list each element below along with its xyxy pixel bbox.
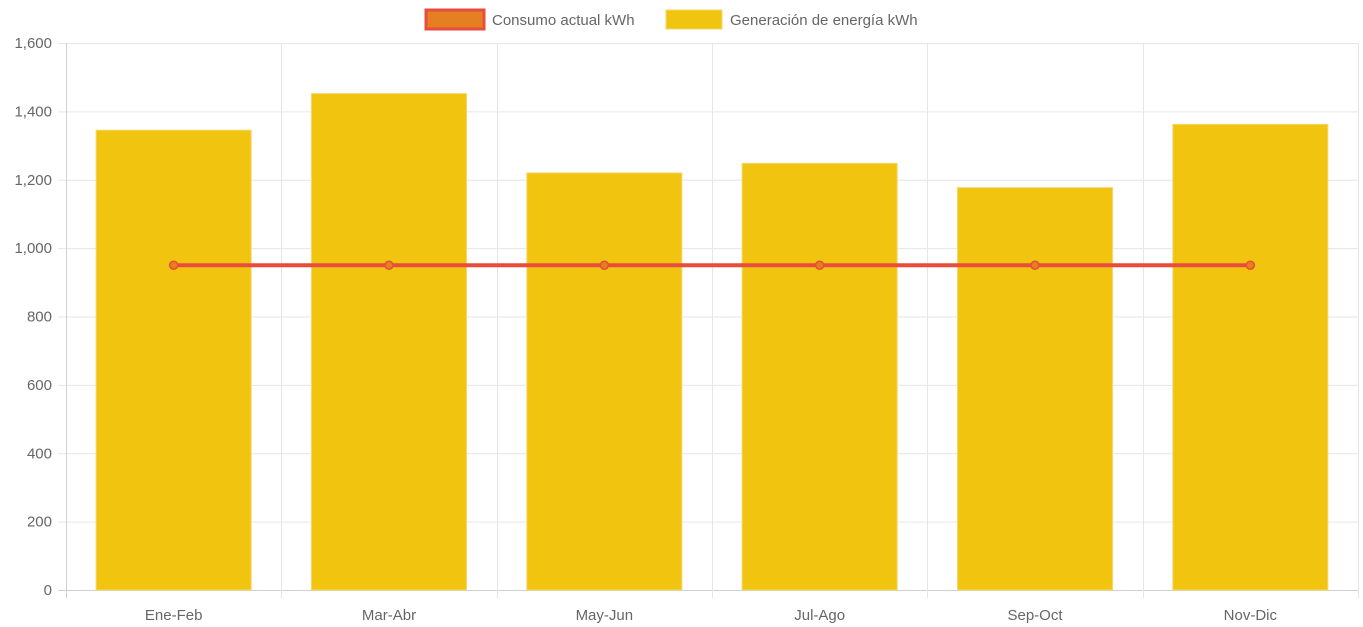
x-tick-label: Mar-Abr [362, 607, 416, 624]
y-tick-label: 1,200 [14, 172, 52, 189]
y-tick-label: 1,000 [14, 240, 52, 257]
point-consumo [1030, 260, 1040, 270]
y-tick-label: 400 [27, 445, 52, 462]
x-tick-label: May-Jun [576, 607, 634, 624]
legend-label: Generación de energía kWh [730, 12, 918, 29]
x-axis: Ene-Feb Mar-Abr May-Jun Jul-Ago Sep-Oct Nov-D… [145, 607, 1278, 624]
point-consumo [1245, 260, 1256, 270]
bar-generacion [95, 129, 252, 591]
x-tick-label: Jul-Ago [794, 607, 845, 624]
legend-swatch [665, 9, 723, 30]
line-series [168, 260, 1256, 270]
point-consumo [814, 260, 825, 270]
legend: Consumo actual kWh Generación de energía … [424, 8, 918, 31]
y-tick-label: 1,400 [14, 103, 52, 120]
y-tick-label: 600 [27, 377, 52, 394]
point-consumo [599, 260, 610, 270]
x-tick-label: Sep-Oct [1007, 607, 1063, 624]
bars [95, 93, 1329, 591]
grid [58, 43, 1359, 598]
bar-generacion [741, 162, 898, 591]
x-tick-label: Ene-Feb [145, 607, 203, 624]
legend-label: Consumo actual kWh [492, 12, 635, 29]
bar-generacion [310, 93, 468, 591]
y-tick-label: 0 [44, 582, 52, 599]
point-consumo [384, 260, 394, 270]
legend-swatch [424, 8, 486, 31]
y-axis: 0 200 400 600 800 1,000 1,200 1,400 1,600 [14, 35, 52, 599]
point-consumo [168, 260, 179, 270]
y-tick-label: 800 [27, 309, 52, 326]
y-tick-label: 1,600 [14, 35, 52, 52]
bar-generacion [1172, 123, 1329, 591]
bar-generacion [526, 172, 683, 591]
bar-generacion [956, 187, 1114, 591]
x-tick-label: Nov-Dic [1224, 607, 1278, 624]
y-tick-label: 200 [27, 514, 52, 531]
